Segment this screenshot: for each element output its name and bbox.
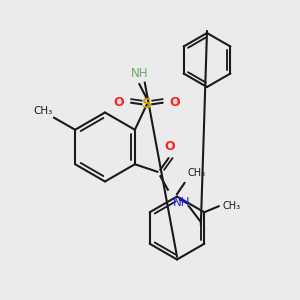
Text: CH₃: CH₃ — [222, 201, 240, 211]
Text: S: S — [142, 97, 152, 111]
Text: CH₃: CH₃ — [188, 169, 206, 178]
Text: O: O — [165, 140, 175, 153]
Text: NH: NH — [130, 67, 148, 80]
Text: O: O — [113, 96, 124, 109]
Text: NH: NH — [173, 196, 190, 209]
Text: O: O — [170, 96, 180, 109]
Text: CH₃: CH₃ — [33, 106, 52, 116]
